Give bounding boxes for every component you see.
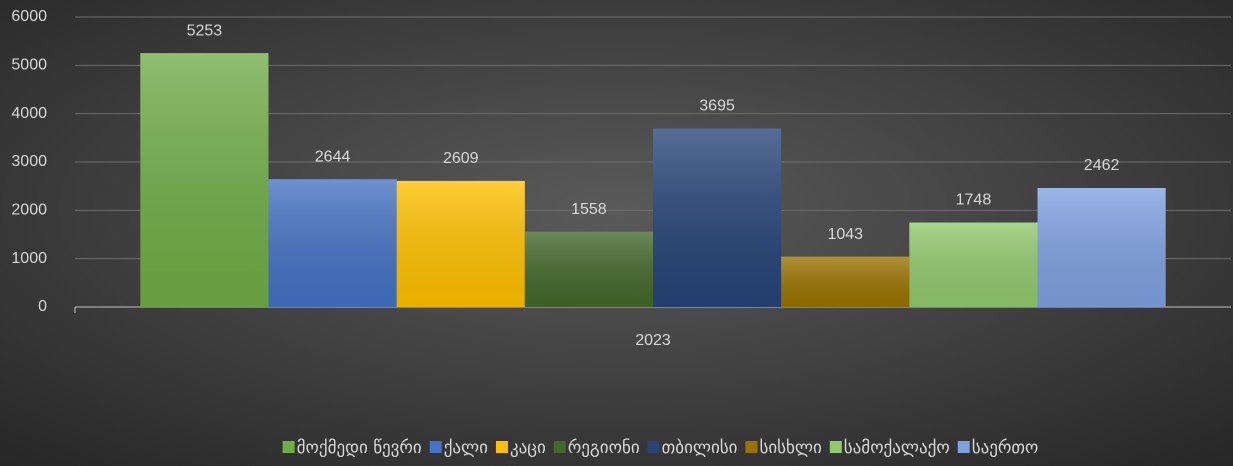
value-label: 2609 [443,150,479,167]
x-tick-label: 2023 [635,332,671,349]
legend-label: სამოქალაქო [844,438,950,458]
value-label: 2462 [1084,157,1120,174]
legend-label: რეგიონი [568,438,640,458]
value-label: 5253 [187,22,223,39]
y-tick-label: 2000 [11,202,47,219]
bar-shine [653,128,782,307]
y-tick-label: 5000 [11,57,47,74]
legend-swatch [282,441,295,453]
legend-swatch [495,441,508,453]
bar-shine [396,180,525,307]
legend-swatch [829,441,842,453]
legend-label: საერთო [972,438,1039,458]
value-label: 1748 [956,192,992,209]
value-label: 1043 [827,226,863,243]
y-tick-label: 4000 [11,105,47,122]
value-label: 3695 [699,98,735,115]
value-label: 1558 [571,201,607,218]
legend-label: კაცი [510,438,546,458]
bar-shine [909,222,1038,307]
bar-shine [524,231,653,307]
legend-swatch [957,441,970,453]
legend-swatch [745,441,758,453]
y-tick-label: 6000 [11,8,47,25]
legend-label: მოქმედი წევრი [297,438,422,458]
legend-swatch [553,441,566,453]
bar-shine [268,179,397,307]
bar-shine [140,53,269,308]
legend-label: ქალი [444,438,488,458]
legend-label: სისხლი [759,438,821,458]
legend-swatch [429,441,442,453]
y-tick-label: 1000 [11,250,47,267]
legend-label: თბილისი [662,438,738,458]
y-tick-label: 0 [38,298,47,315]
legend-swatch [647,441,660,453]
bar-shine [781,256,910,307]
bar-shine [1037,188,1166,307]
y-tick-label: 3000 [11,153,47,170]
value-label: 2644 [315,148,351,165]
